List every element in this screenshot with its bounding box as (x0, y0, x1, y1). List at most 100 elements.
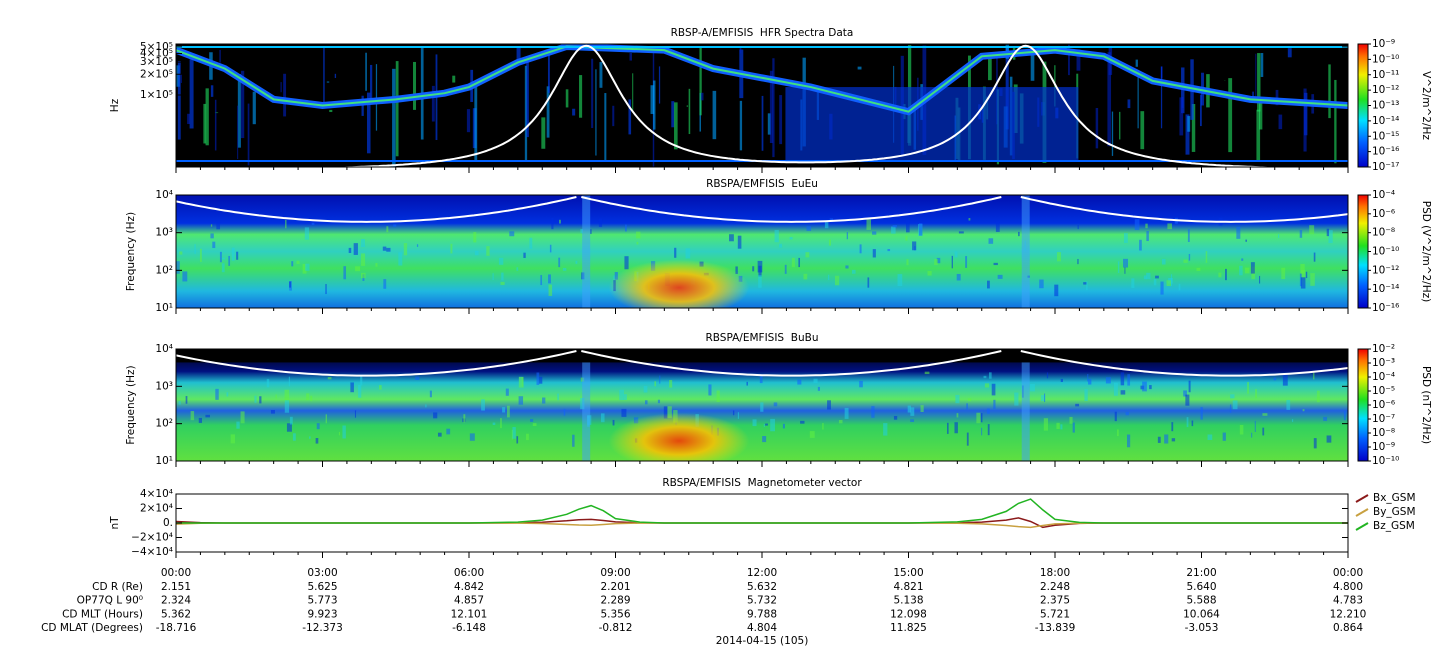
spectrogram-cell (305, 263, 310, 271)
spectrogram-cell (669, 380, 673, 388)
spectrogram-cell (1178, 283, 1181, 291)
spectrogram-trace (176, 45, 1348, 113)
spectrogram-cell (1303, 88, 1307, 152)
ephemeris-value: 5.732 (747, 595, 777, 607)
spectrogram-cell (292, 433, 296, 441)
spectrogram-cell (737, 235, 742, 249)
spectrogram-cell (907, 405, 911, 413)
spectrogram-cell (529, 237, 533, 249)
spectrogram-cell (1200, 407, 1203, 420)
spectrogram-cell (827, 274, 830, 281)
spectrogram-cell (967, 398, 972, 402)
spectrogram-cell (283, 73, 287, 117)
legend-label: Bz_GSM (1373, 520, 1415, 532)
spectrogram-cell (353, 243, 358, 255)
spectrogram-cell (1075, 403, 1080, 407)
colorbar (1357, 194, 1369, 309)
legend-swatch (1355, 508, 1369, 517)
spectrogram-cell (716, 390, 720, 402)
spectrogram-cell (1183, 390, 1187, 397)
spectrogram-cell (523, 252, 526, 258)
spectrogram-cell (1229, 404, 1232, 413)
spectrogram-cell (600, 413, 605, 423)
spectrogram-cell (1119, 111, 1121, 140)
spectrogram-cell (918, 223, 923, 236)
spectrogram-cell (379, 385, 382, 390)
spectrogram-cell (758, 265, 762, 277)
spectrogram-cell (575, 260, 578, 264)
spectrogram-cell (1134, 219, 1140, 231)
spectrogram-cell (536, 372, 540, 385)
colorbar-tick-label: 10⁻¹³ (1372, 100, 1399, 112)
ephemeris-value: 11.825 (890, 622, 927, 634)
spectrogram-cell (798, 257, 801, 268)
colorbar-tick-label: 10⁻¹² (1372, 84, 1399, 96)
colorbar-tick-label: 10⁻¹⁴ (1372, 283, 1399, 295)
spectrogram-cell (846, 232, 849, 240)
ephemeris-value: 5.356 (600, 608, 630, 620)
spectrogram-cell (558, 257, 561, 268)
spectrogram-cell (1302, 409, 1305, 412)
y-tick-label: 3×10⁵ (140, 56, 173, 68)
y-tick-label: 2×10⁵ (140, 68, 173, 80)
spectrogram-cell (686, 105, 689, 107)
spectrogram-cell (966, 403, 968, 410)
ephemeris-value: 4.842 (454, 581, 484, 593)
spectrogram-cell (1145, 223, 1148, 229)
spectrogram-cell (1262, 413, 1268, 416)
spectrogram-cell (612, 419, 615, 426)
spectrogram-cell (591, 58, 594, 129)
spectrogram-cell (791, 257, 795, 268)
spectrogram-cell (866, 219, 872, 230)
spectrogram-cell (259, 396, 262, 404)
spectrogram-cell (500, 281, 505, 286)
x-tick-label: 00:00 (1333, 567, 1363, 579)
y-tick-label: 5×10⁵ (140, 41, 173, 53)
spectrogram-cell (1207, 434, 1213, 440)
colorbar-tick-label: 10⁻¹⁷ (1372, 161, 1399, 173)
colorbar-tick-label: 10⁻⁹ (1372, 38, 1395, 50)
spectrogram-cell (956, 413, 959, 418)
spectrogram-cell (203, 103, 207, 144)
spectrogram-cell (541, 117, 546, 149)
spectrogram-cell (1183, 259, 1188, 263)
spectrogram-cell (752, 419, 757, 427)
spectrogram-cell (236, 251, 239, 260)
spectrogram-cell (934, 259, 938, 266)
spectrogram-cell (1131, 278, 1135, 289)
spectrogram-cell (1286, 399, 1291, 410)
y-tick-label: 10³ (155, 227, 173, 239)
ephemeris-value: 5.773 (307, 595, 337, 607)
spectrogram-cell (827, 400, 831, 410)
spectrogram-cell (403, 243, 408, 256)
spectrogram-cell (1222, 432, 1226, 441)
spectrogram-cell (548, 284, 553, 296)
spectrogram-cell (437, 432, 442, 437)
colorbar-tick-label: 10⁻¹⁰ (1372, 246, 1399, 258)
y-tick-label: 10¹ (155, 455, 173, 467)
spectrogram-cell (1255, 53, 1257, 99)
spectrogram-cell (540, 275, 543, 286)
y-tick-label: 4×10⁵ (140, 48, 173, 60)
spectrogram-cell (1076, 49, 1081, 71)
spectrogram-cell (1014, 392, 1019, 406)
spectrogram-cell (466, 109, 471, 133)
spectrogram-cell (348, 247, 352, 253)
spectrogram-cell (296, 260, 300, 265)
spectrogram-cell (892, 224, 898, 228)
y-tick-label: 2×10⁴ (140, 503, 173, 515)
date-label: 2014-04-15 (105) (716, 635, 809, 647)
spectrogram-cell (958, 231, 964, 234)
spectrogram-cell (789, 237, 793, 240)
spectrogram-cell (323, 47, 325, 105)
spectrogram-cell (370, 64, 373, 103)
spectrogram-cell (1046, 372, 1049, 379)
spectrogram-cell (548, 274, 551, 284)
spectrogram-cell (739, 48, 742, 54)
spectrogram-cell (644, 400, 648, 405)
spectrogram-cell (228, 255, 231, 266)
spectrogram-cell (1140, 111, 1145, 150)
spectrogram-cell (872, 249, 876, 258)
spectrogram-cell (325, 283, 327, 295)
ephemeris-label: OP77Q L 90⁰ (77, 595, 143, 607)
